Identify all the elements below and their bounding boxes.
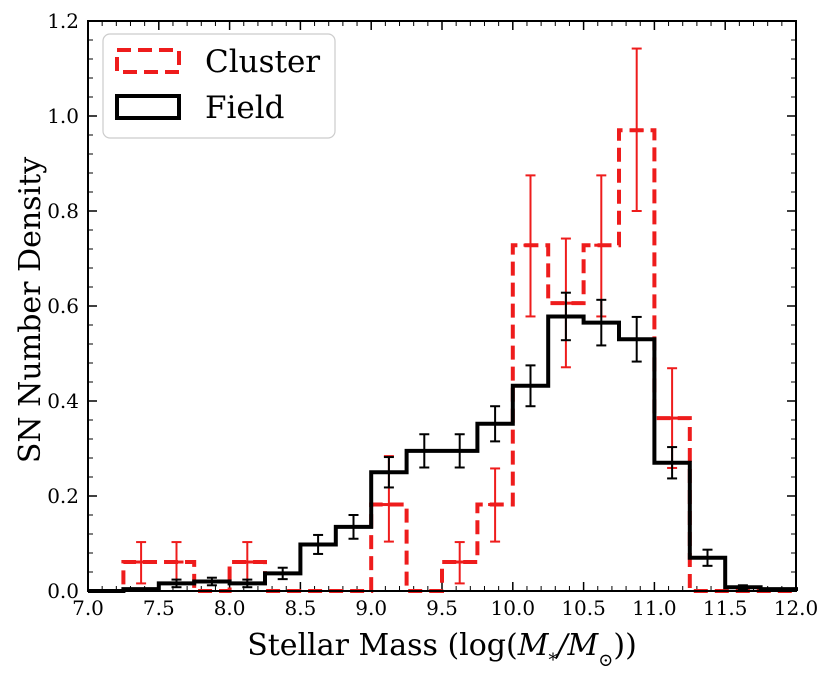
field-errorbar <box>453 433 466 469</box>
x-tick-label: 9.0 <box>355 596 387 620</box>
x-axis-title-slash: / <box>554 628 570 663</box>
legend-cluster-swatch <box>115 48 181 74</box>
x-tick-label: 7.0 <box>72 596 104 620</box>
cluster-errorbar <box>488 467 503 543</box>
field-errorbar <box>666 446 679 480</box>
field-errorbar <box>701 548 714 567</box>
x-tick-label: 9.5 <box>426 596 458 620</box>
y-tick-label: 0.6 <box>47 294 79 318</box>
legend-cluster-label: Cluster <box>205 44 320 80</box>
legend-box <box>102 33 336 139</box>
y-tick-labels: 0.0 0.2 0.4 0.6 0.8 1.0 1.2 <box>47 9 79 603</box>
cluster-errorbar <box>452 541 467 585</box>
y-tick-label: 0.2 <box>47 484 79 508</box>
x-tick-label: 8.0 <box>214 596 246 620</box>
y-tick-label: 1.0 <box>47 104 79 128</box>
cluster-errorbar <box>594 174 609 318</box>
x-axis-title-suffix: )) <box>613 628 636 663</box>
x-axis-title: Stellar Mass (log(M*/M⊙)) <box>247 628 637 671</box>
cluster-errorbar <box>169 541 184 585</box>
x-tick-label: 12.0 <box>774 596 819 620</box>
x-axis-title-prefix: Stellar Mass (log( <box>247 628 518 663</box>
field-errorbar <box>489 405 502 443</box>
y-tick-label: 0.8 <box>47 199 79 223</box>
y-tick-label: 0.4 <box>47 389 79 413</box>
legend-field-label: Field <box>205 90 285 126</box>
plot-frame <box>87 20 797 592</box>
field-errorbar <box>418 433 431 469</box>
field-errorbar <box>347 514 360 540</box>
x-tick-label: 8.5 <box>284 596 316 620</box>
field-errorbar <box>595 298 608 347</box>
x-axis-title-star: * <box>548 650 557 671</box>
field-errorbar <box>241 578 254 589</box>
x-tick-label: 11.0 <box>632 596 677 620</box>
y-axis-title: SN Number Density <box>13 157 48 463</box>
field-errorbar <box>630 315 643 363</box>
field-series <box>88 291 798 593</box>
legend-field-swatch <box>115 94 181 120</box>
cluster-errorbar <box>523 174 538 318</box>
field-errorbar <box>276 566 289 581</box>
y-tick-label: 1.2 <box>47 9 79 33</box>
legend: Cluster Field <box>102 33 336 139</box>
x-tick-labels: 7.0 7.5 8.0 8.5 9.0 9.5 10.0 10.5 11.0 11.5 12.0 <box>72 596 818 620</box>
field-errorbar <box>382 456 395 489</box>
cluster-errorbar <box>629 47 644 212</box>
field-errorbar <box>736 584 749 591</box>
x-axis-title-msun: M <box>567 628 600 663</box>
x-tick-label: 7.5 <box>143 596 175 620</box>
field-errorbar <box>170 578 183 589</box>
y-tick-label: 0.0 <box>47 579 79 603</box>
field-errorbar <box>312 533 325 555</box>
x-tick-label: 10.5 <box>561 596 606 620</box>
cluster-errorbar <box>134 541 149 585</box>
x-axis-title-sun: ⊙ <box>598 650 613 671</box>
x-tick-label: 11.5 <box>703 596 748 620</box>
cluster-errorbar <box>240 541 255 585</box>
field-errorbar <box>205 576 218 587</box>
field-errorbar <box>559 291 572 342</box>
field-errorbar <box>524 364 537 408</box>
x-tick-label: 10.0 <box>491 596 536 620</box>
x-axis-title-mstar: M <box>517 628 550 663</box>
